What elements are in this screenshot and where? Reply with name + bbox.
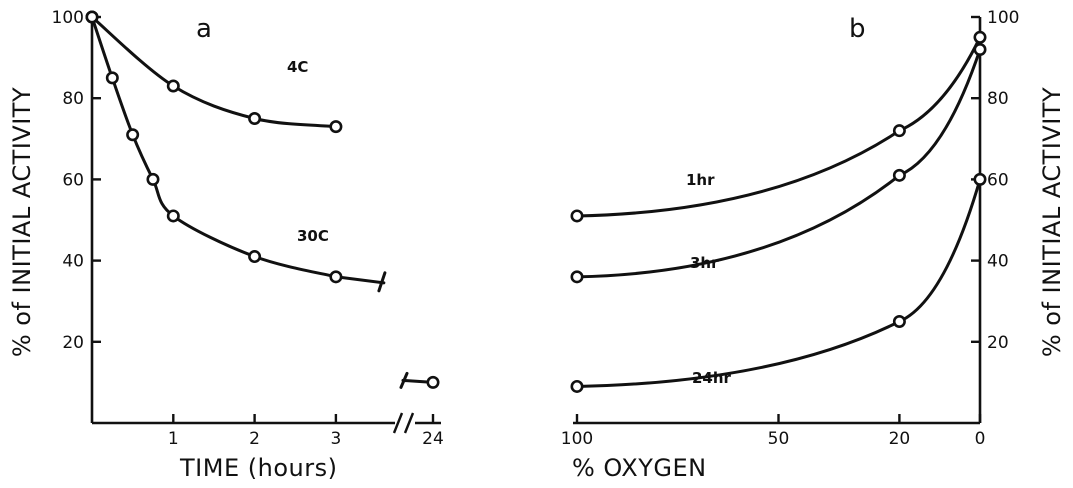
panel-b-y-tick-label: 40 bbox=[987, 252, 1009, 272]
panel-b-y-tick-label: 100 bbox=[987, 8, 1019, 28]
series-24hr-line bbox=[575, 177, 982, 388]
panel-a-x-tick-label: 1 bbox=[168, 429, 179, 449]
panel-a-y-tick-label: 40 bbox=[62, 252, 84, 272]
panel-a-y-tick-label: 20 bbox=[62, 333, 84, 353]
series-4c-point bbox=[329, 120, 343, 134]
series-4c-point bbox=[248, 112, 262, 126]
panel-b-x-tick-label: 50 bbox=[768, 429, 790, 449]
panel-a-label: a bbox=[196, 14, 212, 44]
panel-a-y-tick-label: 80 bbox=[62, 89, 84, 109]
series-1hr-point bbox=[892, 124, 906, 138]
series-30c-point bbox=[166, 209, 180, 223]
series-3hr-label: 3hr bbox=[690, 254, 719, 272]
series-24hr-point bbox=[973, 172, 987, 186]
panel-a-x-tick-label: 24 bbox=[422, 429, 444, 449]
series-24hr-point bbox=[892, 314, 906, 328]
series-30c-label: 30C bbox=[297, 227, 329, 245]
series-4c-point bbox=[166, 79, 180, 93]
panel-b-y-tick-label: 20 bbox=[987, 333, 1009, 353]
series-1hr-label: 1hr bbox=[686, 171, 715, 189]
panel-b-x-tick-label: 0 bbox=[975, 429, 986, 449]
panel-a-y-tick-label: 100 bbox=[52, 8, 84, 28]
panel-b-y-tick-label: 80 bbox=[987, 89, 1009, 109]
series-3hr-line bbox=[575, 47, 982, 279]
series-1hr-point bbox=[570, 209, 584, 223]
panel-b-y-tick-label: 60 bbox=[987, 170, 1009, 190]
panel-b-x-tick-label: 20 bbox=[889, 429, 911, 449]
series-30c-point bbox=[426, 375, 440, 389]
panel-a-x-tick-label: 2 bbox=[249, 429, 260, 449]
series-30c-point bbox=[105, 71, 119, 85]
series-30c-point bbox=[146, 172, 160, 186]
series-30c-point bbox=[329, 270, 343, 284]
panel-b: b % OXYGEN % of INITIAL ACTIVITY 100 80 60… bbox=[561, 8, 1066, 482]
panel-a-axis-break bbox=[392, 412, 415, 434]
panel-a-x-tick-label: 3 bbox=[330, 429, 341, 449]
series-3hr-point bbox=[973, 42, 987, 56]
series-24hr-label: 24hr bbox=[692, 369, 732, 387]
series-3hr-point bbox=[570, 270, 584, 284]
series-3hr-point bbox=[892, 168, 906, 182]
series-24hr-point bbox=[570, 379, 584, 393]
panel-b-x-axis-label: % OXYGEN bbox=[572, 454, 707, 482]
panel-b-x-tick-label: 100 bbox=[561, 429, 593, 449]
series-30c-point bbox=[248, 250, 262, 264]
panel-b-y-axis-label: % of INITIAL ACTIVITY bbox=[1038, 87, 1066, 357]
series-30c-point bbox=[85, 10, 99, 24]
series-1hr-point bbox=[973, 30, 987, 44]
series-4c-label: 4C bbox=[287, 58, 308, 76]
panel-b-label: b bbox=[849, 14, 866, 44]
series-30c-point bbox=[126, 128, 140, 142]
panel-a-x-axis-label: TIME (hours) bbox=[179, 454, 337, 482]
panel-a-y-axis-label: % of INITIAL ACTIVITY bbox=[8, 87, 36, 357]
series-1hr-line bbox=[575, 35, 982, 218]
panel-a: a TIME (hours) % of INITIAL ACTIVITY 100… bbox=[8, 8, 444, 482]
series-4c-line bbox=[90, 15, 338, 129]
panel-a-y-tick-label: 60 bbox=[62, 170, 84, 190]
